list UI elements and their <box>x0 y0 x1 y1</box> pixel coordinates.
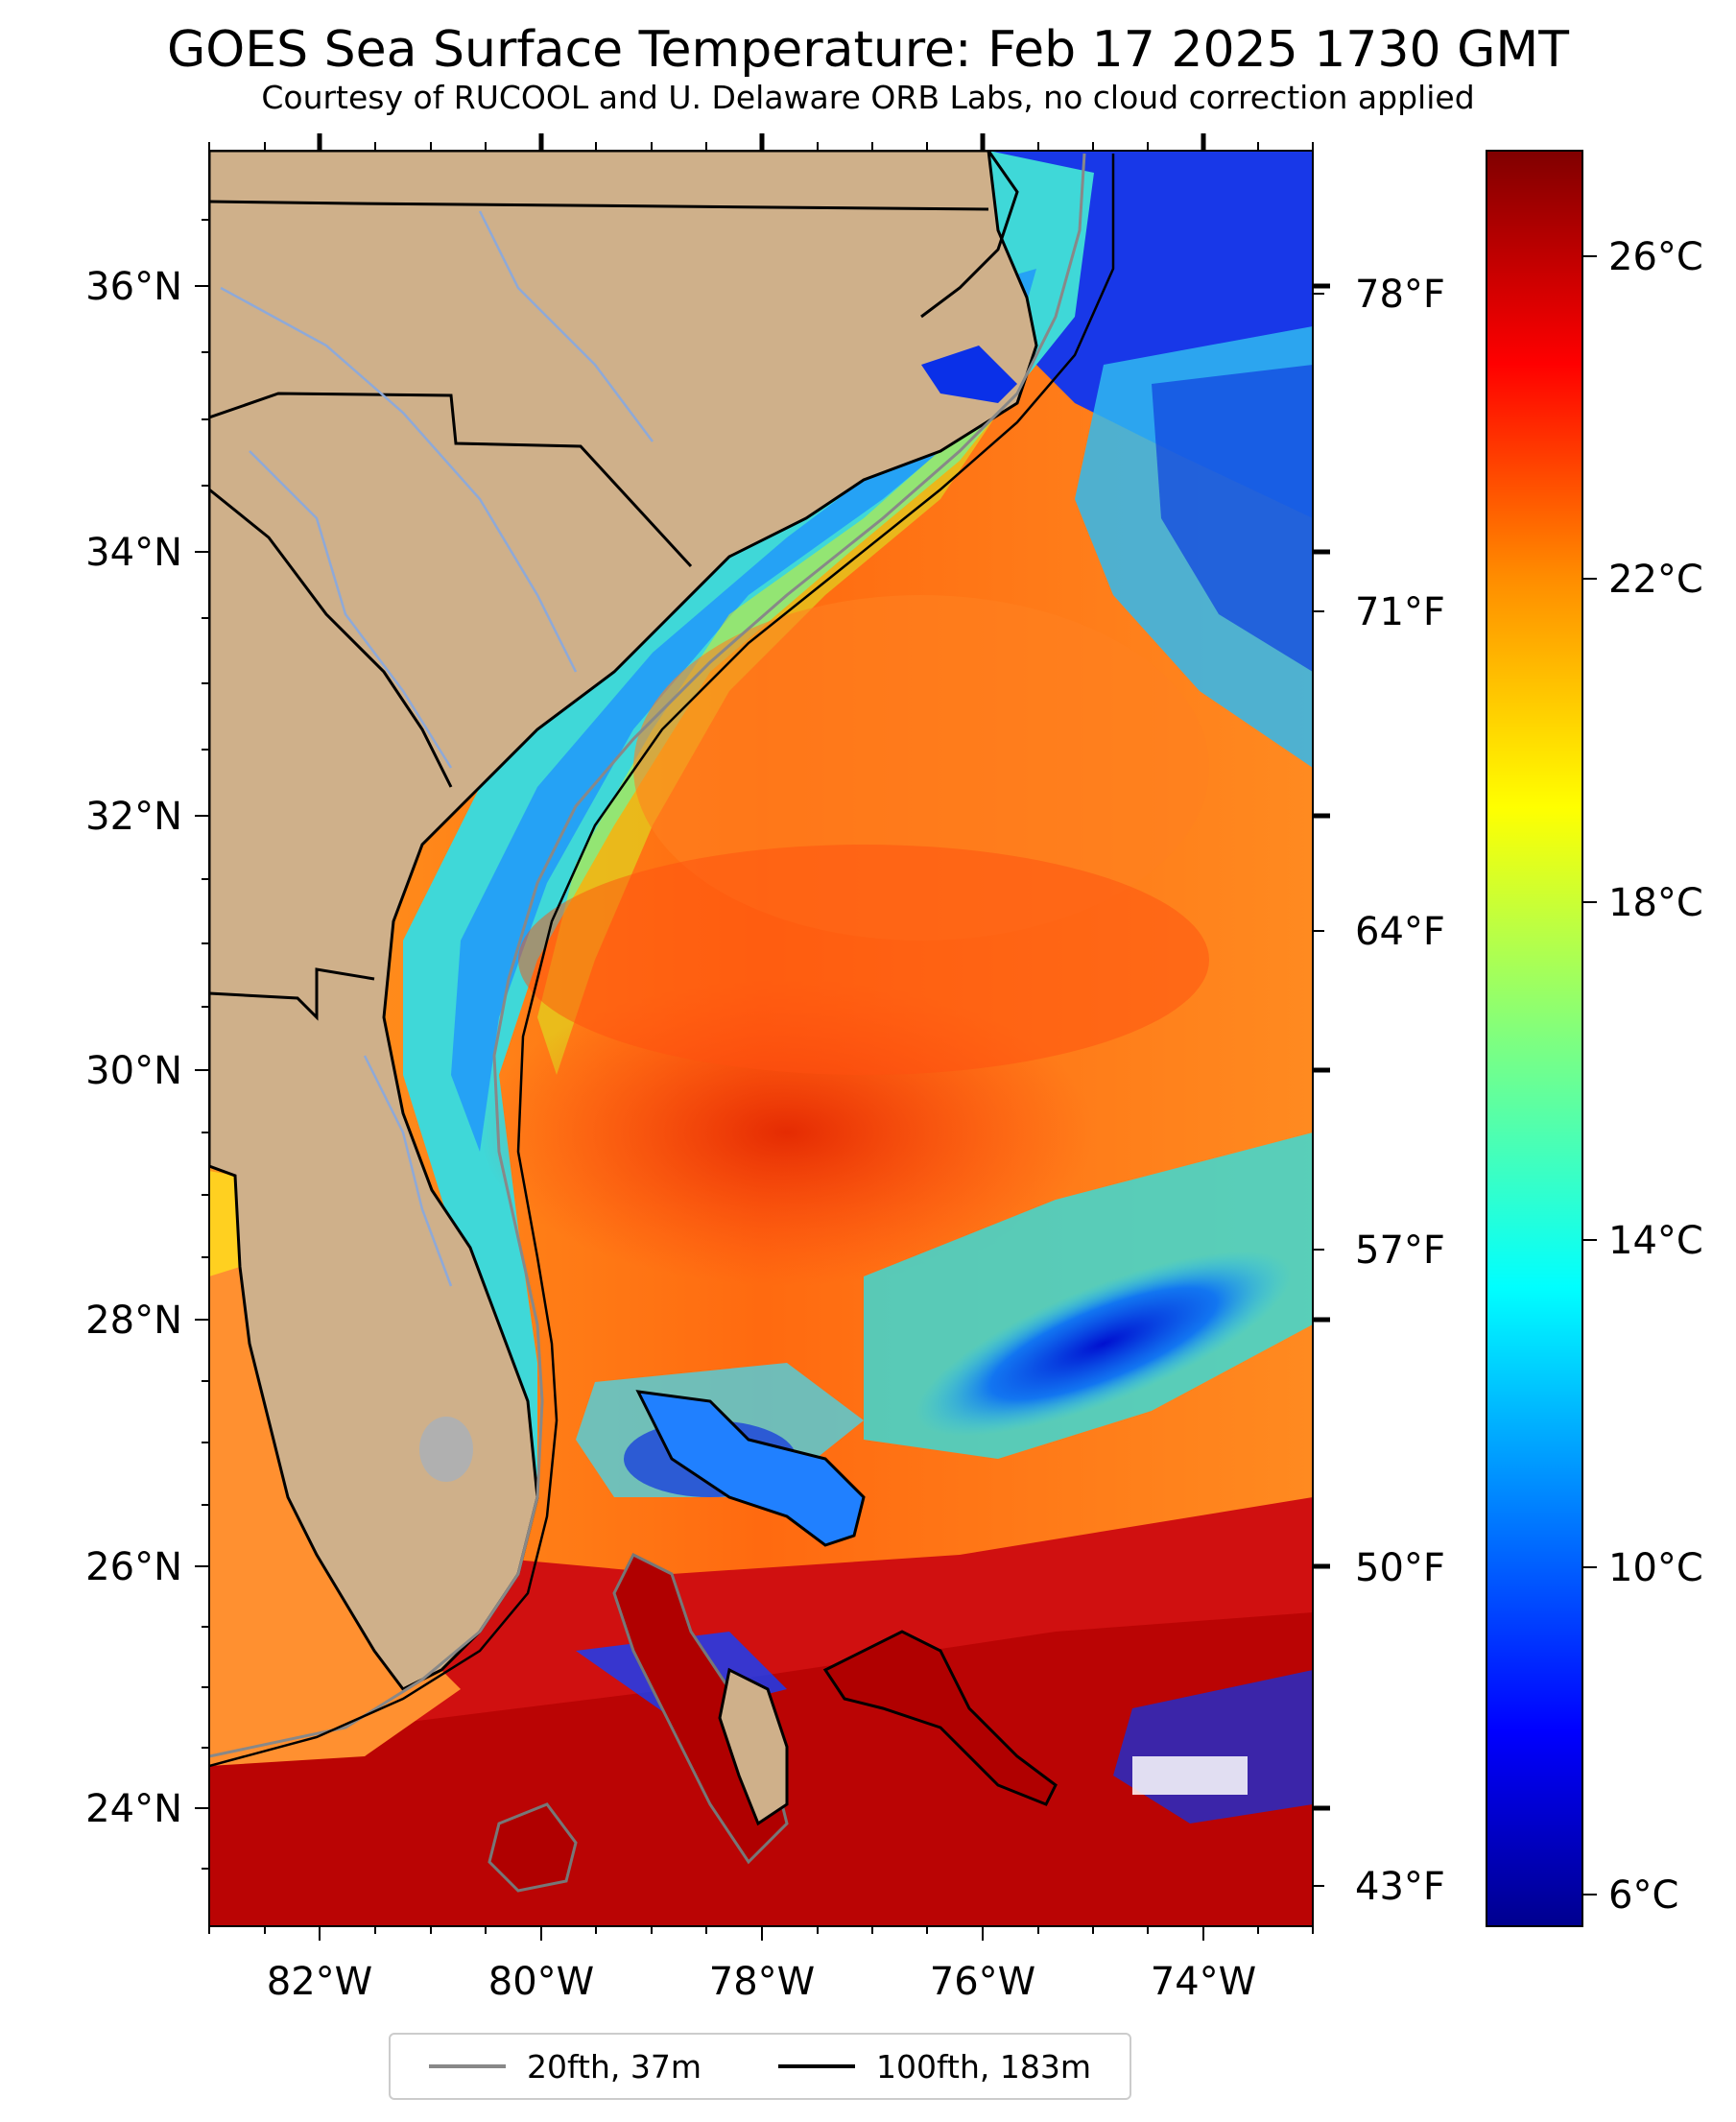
map-subtitle: Courtesy of RUCOOL and U. Delaware ORB L… <box>261 79 1475 116</box>
legend-label-100fth: 100fth, 183m <box>876 2047 1091 2086</box>
lat-label-32n: 32°N <box>85 795 182 839</box>
bottom-ticks <box>208 1926 1314 1941</box>
f-label-50: 50°F <box>1355 1546 1445 1590</box>
contour-20fth <box>209 153 1086 1758</box>
bahamas-bank-north <box>635 1390 866 1547</box>
lon-label-82w: 82°W <box>267 1960 372 2004</box>
legend-swatch-100fth <box>778 2064 855 2068</box>
lat-label-28n: 28°N <box>85 1299 182 1343</box>
map-title: GOES Sea Surface Temperature: Feb 17 202… <box>166 21 1570 79</box>
map-area <box>209 151 1313 1926</box>
lat-label-36n: 36°N <box>85 265 182 309</box>
cold-streak-southeast <box>915 1251 1293 1437</box>
gulf-of-mexico <box>209 1171 461 1766</box>
colorbar <box>1486 150 1583 1927</box>
legend-item-100fth: 100fth, 183m <box>778 2048 1091 2086</box>
lat-label-26n: 26°N <box>85 1545 182 1589</box>
legend-item-20fth: 20fth, 37m <box>429 2048 702 2086</box>
top-minor-ticks <box>208 142 1314 151</box>
lat-label-30n: 30°N <box>85 1049 182 1093</box>
colorbar-ticks <box>1582 255 1597 1895</box>
andros-island <box>718 1667 789 1826</box>
lon-label-74w: 74°W <box>1151 1960 1256 2004</box>
f-label-78: 78°F <box>1355 273 1445 317</box>
legend-swatch-20fth <box>429 2064 506 2068</box>
top-major-ticks <box>317 133 1206 151</box>
colorbar-label-14c: 14°C <box>1608 1219 1703 1263</box>
lat-label-24n: 24°N <box>85 1787 182 1831</box>
lat-label-34n: 34°N <box>85 531 182 575</box>
lake-okeechobee <box>419 1417 473 1482</box>
left-ticks <box>195 219 209 1870</box>
f-label-64: 64°F <box>1355 910 1445 954</box>
contour-100fth <box>209 154 1115 1768</box>
f-label-71: 71°F <box>1355 590 1445 634</box>
lon-label-80w: 80°W <box>488 1960 594 2004</box>
colorbar-label-22c: 22°C <box>1608 558 1703 602</box>
colorbar-label-10c: 10°C <box>1608 1546 1703 1590</box>
lon-label-76w: 76°W <box>930 1960 1035 2004</box>
f-label-57: 57°F <box>1355 1228 1445 1273</box>
legend-label-20fth: 20fth, 37m <box>527 2047 702 2086</box>
f-label-43: 43°F <box>1355 1865 1445 1909</box>
right-f-ticks <box>1313 293 1324 1887</box>
colorbar-label-26c: 26°C <box>1608 235 1703 279</box>
colorbar-label-6c: 6°C <box>1608 1873 1678 1918</box>
colorbar-label-18c: 18°C <box>1608 881 1703 925</box>
right-major-ticks <box>1313 283 1330 1811</box>
lon-label-78w: 78°W <box>709 1960 815 2004</box>
legend: 20fth, 37m 100fth, 183m <box>389 2033 1131 2100</box>
land-southeast-us <box>209 151 1038 1691</box>
